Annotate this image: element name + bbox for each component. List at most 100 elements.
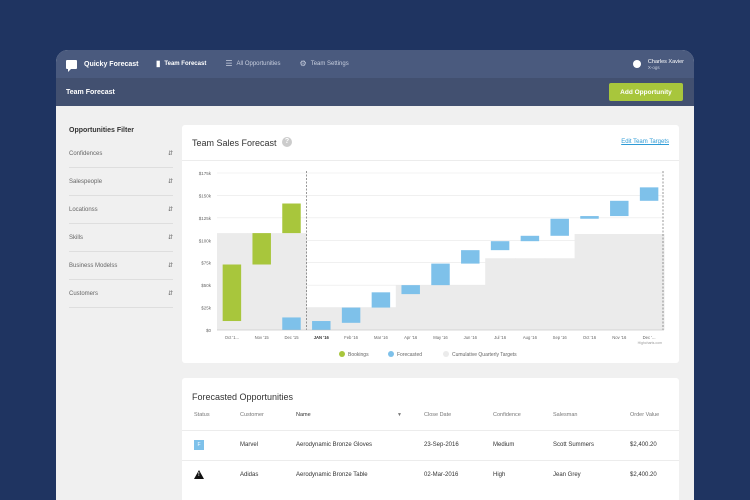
forecast-badge-icon: F <box>194 440 204 450</box>
nav-label: Team Forecast <box>164 61 207 67</box>
sub-header: Team Forecast Add Opportunity <box>56 78 694 106</box>
page-title: Team Forecast <box>66 88 115 96</box>
chat-bubble-icon <box>66 59 77 72</box>
header-confidence[interactable]: Confidence <box>493 412 521 418</box>
forecasted-bar <box>431 263 450 286</box>
filter-label: Locationss <box>69 206 98 213</box>
warning-mark: ! <box>198 472 200 478</box>
legend-label: Cumulative Quarterly Targets <box>452 352 517 358</box>
top-nav: Quicky Forecast ▮ Team Forecast ☰ All Op… <box>56 50 694 78</box>
x-tick-label: Dec '15 <box>284 335 299 340</box>
user-menu[interactable]: Charles Xavier X-ogs <box>632 59 684 70</box>
nav-team-forecast[interactable]: ▮ Team Forecast <box>156 60 206 68</box>
cell-salesman: Scott Summers <box>553 442 595 448</box>
filter-skills[interactable]: Skills ⇵ <box>69 224 173 252</box>
nav-all-opportunities[interactable]: ☰ All Opportunities <box>225 60 280 68</box>
sort-desc-icon[interactable]: ▼ <box>397 412 402 418</box>
y-tick-label: $50k <box>201 283 212 288</box>
cell-confidence: Medium <box>493 442 515 448</box>
legend-marker <box>388 351 394 357</box>
help-icon[interactable]: ? <box>282 137 292 147</box>
x-tick-label: May '16 <box>433 335 448 340</box>
legend-label: Forecasted <box>397 352 422 358</box>
target-band <box>515 258 546 330</box>
filter-business-models[interactable]: Business Modelss ⇵ <box>69 252 173 280</box>
x-tick-label: Jul '16 <box>494 335 507 340</box>
table-title: Forecasted Opportunities <box>192 392 294 402</box>
x-tick-label: Jun '16 <box>464 335 478 340</box>
x-tick-label: Mar '16 <box>374 335 389 340</box>
add-opportunity-button[interactable]: Add Opportunity <box>609 83 683 101</box>
brand-name: Quicky Forecast <box>84 60 139 68</box>
chevron-updown-icon: ⇵ <box>167 179 173 185</box>
cell-close-date: 02-Mar-2016 <box>424 472 459 478</box>
x-tick-label: Oct '16 <box>583 335 597 340</box>
nav-team-settings[interactable]: ⚙ Team Settings <box>300 60 349 68</box>
header-close-date[interactable]: Close Date <box>424 412 452 418</box>
filter-salespeople[interactable]: Salespeople ⇵ <box>69 168 173 196</box>
filter-label: Salespeople <box>69 178 103 185</box>
forecasted-bar <box>639 187 659 201</box>
chevron-updown-icon: ⇵ <box>167 263 173 269</box>
bookings-bar <box>222 264 242 322</box>
target-band <box>455 285 486 330</box>
header-name[interactable]: Name <box>296 412 311 418</box>
target-band <box>366 307 397 330</box>
filter-title: Opportunities Filter <box>69 127 134 134</box>
brand[interactable]: Quicky Forecast <box>66 59 156 72</box>
legend-label: Bookings <box>348 352 369 358</box>
table-row[interactable]: ! Adidas Aerodynamic Bronze Table 02-Mar… <box>182 460 679 489</box>
y-tick-label: $175k <box>199 171 212 176</box>
forecasted-bar <box>371 292 391 308</box>
forecast-chart: $0 $25k $50k $75k $100k $125k $150k $175k Oct '1… <box>199 171 665 358</box>
x-tick-label: Dec '... <box>643 335 656 340</box>
target-band <box>634 234 665 330</box>
forecasted-bar <box>282 317 301 330</box>
x-tick-label: JAN '16 <box>314 335 330 340</box>
forecasted-bar <box>461 250 480 264</box>
warning-icon: ! <box>194 470 204 479</box>
filter-customers[interactable]: Customers ⇵ <box>69 280 173 308</box>
target-band <box>425 285 456 330</box>
header-status[interactable]: Status <box>194 412 210 418</box>
forecasted-bar <box>401 285 420 295</box>
target-band <box>544 258 576 330</box>
legend-marker <box>339 351 345 357</box>
x-tick-label: Apr '16 <box>404 335 418 340</box>
filter-confidences[interactable]: Confidences ⇵ <box>69 140 173 168</box>
filter-label: Customers <box>69 290 99 297</box>
cell-salesman: Jean Grey <box>553 472 581 478</box>
sales-forecast-card: Team Sales Forecast ? Edit Team Targets … <box>182 125 679 363</box>
filter-locations[interactable]: Locationss ⇵ <box>69 196 173 224</box>
x-tick-label: Oct '1... <box>225 335 239 340</box>
chevron-updown-icon: ⇵ <box>167 151 173 157</box>
filter-label: Skills <box>69 234 84 241</box>
cell-confidence: High <box>493 472 506 478</box>
bar-chart-icon: ▮ <box>156 59 161 68</box>
x-tick-label: Feb '16 <box>344 335 359 340</box>
forecasted-bar <box>580 216 599 219</box>
header-salesman[interactable]: Salesman <box>553 412 578 418</box>
user-org: X-ogs <box>647 64 660 70</box>
gear-icon: ⚙ <box>299 59 307 68</box>
x-tick-label: Aug '16 <box>523 335 538 340</box>
x-tick-label: Nov '16 <box>612 335 627 340</box>
table-row[interactable]: F Marvel Aerodynamic Bronze Gloves 23-Se… <box>182 430 679 459</box>
user-info: Charles Xavier X-ogs <box>648 59 684 70</box>
header-customer[interactable]: Customer <box>240 412 264 418</box>
chart-credit: Highcharts.com <box>638 341 662 345</box>
y-tick-label: $25k <box>201 306 212 311</box>
cell-customer: Marvel <box>240 442 259 448</box>
chart-card-title: Team Sales Forecast <box>192 138 277 148</box>
filter-label: Confidences <box>69 150 103 157</box>
forecasted-bar <box>341 307 361 323</box>
chevron-updown-icon: ⇵ <box>167 291 173 297</box>
header-order-value[interactable]: Order Value <box>630 412 660 418</box>
list-icon: ☰ <box>225 59 233 68</box>
edit-team-targets-link[interactable]: Edit Team Targets <box>621 139 669 145</box>
cell-customer: Adidas <box>240 472 259 478</box>
target-band <box>574 234 605 330</box>
forecasted-bar <box>520 235 540 242</box>
forecasted-bar <box>490 241 510 251</box>
forecasted-bar <box>312 321 331 330</box>
